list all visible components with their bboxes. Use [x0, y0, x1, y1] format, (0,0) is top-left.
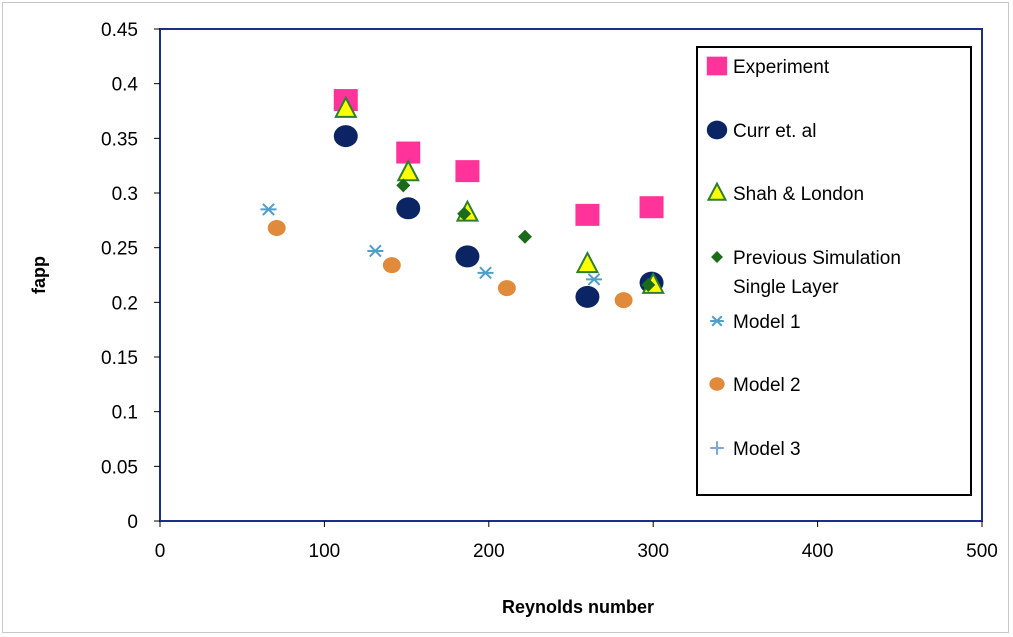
legend-marker: [706, 120, 728, 140]
legend-marker: [706, 181, 728, 201]
x-tick-label: 300: [637, 541, 669, 562]
series-group: [396, 178, 656, 292]
x-tick-label: 100: [309, 541, 341, 562]
data-point: [575, 285, 600, 308]
data-point: [334, 95, 358, 118]
data-point: [517, 229, 532, 244]
series-group: [260, 203, 603, 286]
y-tick-label: 0.3: [112, 184, 138, 205]
legend-label: Curr et. al: [733, 121, 816, 142]
data-point: [641, 277, 656, 292]
data-point: [260, 203, 277, 216]
data-point: [455, 245, 480, 268]
data-point: [333, 125, 358, 148]
data-point: [396, 178, 411, 193]
data-point: [396, 159, 420, 182]
x-tick-label: 200: [473, 541, 505, 562]
legend-label: Model 1: [733, 312, 801, 333]
scatter-chart: 0 0.05 0.1 0.15 0.2 0.25 0.3 0.35 0.4 0.45 0 100 20…: [29, 20, 998, 617]
legend-label-line: Previous Simulation: [733, 248, 901, 269]
y-tick-label: 0.45: [101, 20, 138, 41]
legend-marker: [711, 251, 723, 263]
series-layer: [260, 89, 665, 309]
y-tick-label: 0: [127, 512, 138, 533]
data-point: [267, 219, 286, 236]
legend-label: Model 3: [733, 439, 801, 460]
legend-marker: [706, 56, 728, 76]
y-tick-label: 0.2: [112, 293, 138, 314]
legend-box: [696, 46, 972, 496]
data-point: [457, 206, 472, 221]
data-point: [614, 292, 633, 309]
y-axis-ticks: 0 0.05 0.1 0.15 0.2 0.25 0.3 0.35 0.4 0.45: [101, 20, 160, 533]
series-group: [267, 219, 633, 309]
data-point: [639, 196, 664, 219]
legend-label: Shah & London: [733, 184, 864, 205]
x-axis-ticks: 0 100 200 300 400 500: [155, 521, 998, 562]
legend-label: Previous Simulation Single Layer: [733, 248, 901, 298]
y-tick-label: 0.35: [101, 129, 138, 150]
y-tick-label: 0.4: [112, 75, 139, 96]
series-group: [333, 89, 664, 226]
x-tick-label: 500: [966, 541, 998, 562]
y-axis-title: fapp: [29, 256, 49, 294]
legend-marker: [710, 441, 724, 455]
legend-label: Model 2: [733, 375, 801, 396]
x-tick-label: 400: [802, 541, 834, 562]
y-tick-label: 0.15: [101, 348, 138, 369]
legend: Experiment Curr et. al Shah & London Previo…: [696, 46, 972, 496]
y-tick-label: 0.05: [101, 457, 138, 478]
x-tick-label: 0: [155, 541, 166, 562]
data-point: [586, 273, 603, 286]
data-point: [497, 280, 516, 297]
data-point: [455, 160, 480, 183]
data-point: [477, 266, 494, 280]
legend-label-line: Single Layer: [733, 277, 839, 298]
data-point: [575, 250, 600, 274]
y-tick-label: 0.25: [101, 239, 138, 260]
data-point: [575, 203, 600, 226]
x-axis-title: Reynolds number: [502, 597, 654, 617]
data-point: [396, 141, 421, 164]
legend-marker: [710, 315, 724, 327]
y-tick-label: 0.1: [112, 403, 138, 424]
data-point: [382, 257, 401, 274]
legend-marker: [709, 377, 725, 391]
data-point: [396, 197, 421, 220]
legend-label: Experiment: [733, 57, 830, 78]
data-point: [367, 244, 384, 258]
